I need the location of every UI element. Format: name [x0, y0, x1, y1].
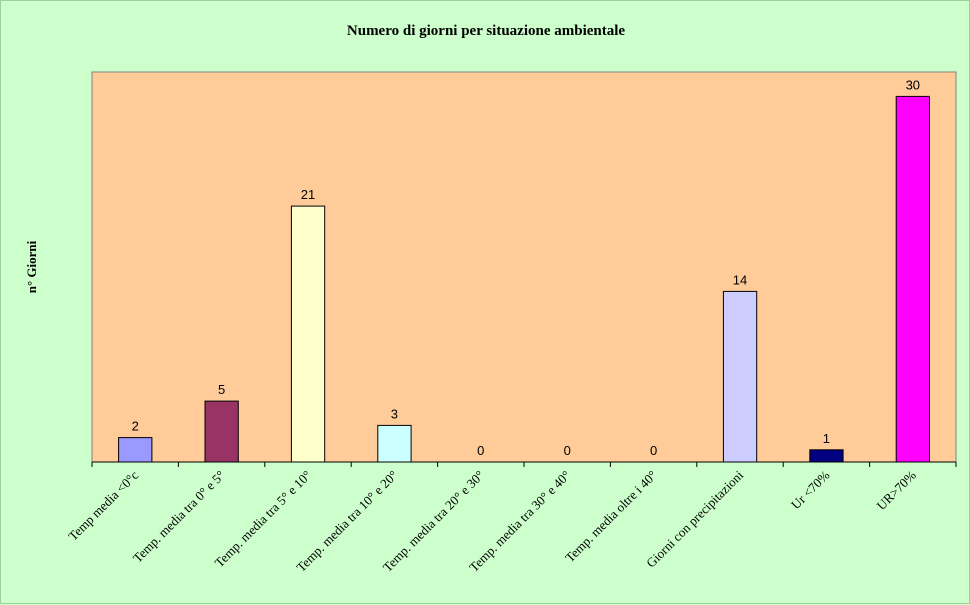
data-label: 0 — [650, 443, 657, 458]
data-label: 0 — [477, 443, 484, 458]
bar — [809, 449, 844, 463]
data-label: 2 — [132, 419, 139, 434]
x-tick-label: Temp. media tra 30° e 40° — [466, 468, 573, 575]
bar — [290, 205, 326, 463]
x-tick-label: Temp. media tra 5° e 10° — [212, 468, 315, 571]
bar — [204, 400, 239, 463]
data-label: 21 — [301, 187, 315, 202]
x-tick-label: Temp. media oltre i 40° — [562, 468, 660, 566]
x-tick-label: Ur <70% — [788, 467, 833, 512]
bar — [895, 95, 931, 463]
data-label: 30 — [906, 77, 920, 92]
plot-area — [91, 71, 957, 463]
data-label: 5 — [218, 382, 225, 397]
x-tick-label: Giorni con precipitazioni — [643, 467, 746, 570]
data-label: 0 — [564, 443, 571, 458]
data-label: 14 — [733, 272, 747, 287]
data-label: 1 — [823, 431, 830, 446]
chart-title: Numero di giorni per situazione ambienta… — [346, 23, 626, 39]
bars — [118, 95, 931, 463]
x-tick-label: UR>70% — [874, 467, 920, 513]
x-tick-label: Temp media <0°c — [65, 467, 141, 543]
bar — [722, 290, 758, 463]
bar — [118, 437, 153, 463]
data-label: 3 — [391, 406, 398, 421]
x-tick-label: Temp. media tra 0° e 5° — [130, 468, 228, 566]
bar — [377, 424, 412, 463]
x-ticks — [91, 462, 957, 467]
